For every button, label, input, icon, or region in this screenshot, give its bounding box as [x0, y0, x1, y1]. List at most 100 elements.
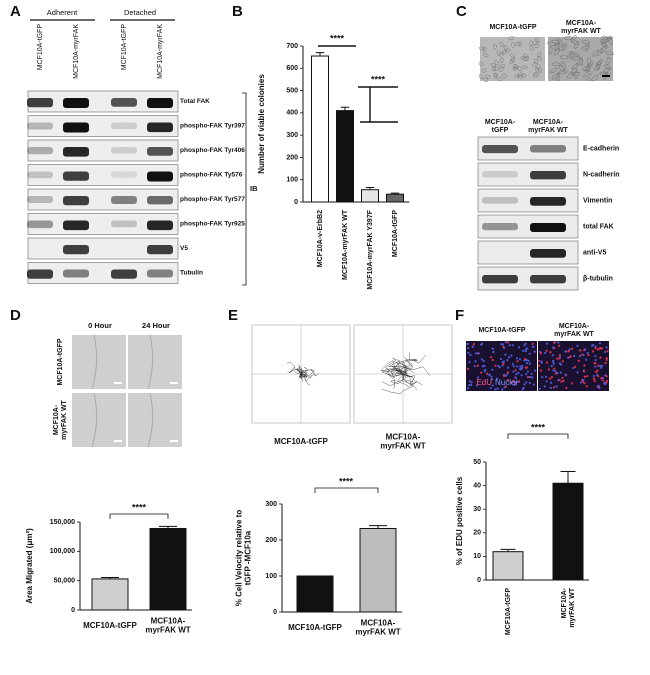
row-label: anti-V5: [583, 249, 606, 256]
nucleus: [549, 386, 552, 389]
nucleus: [489, 356, 493, 359]
nucleus: [604, 350, 607, 354]
row-label: MCF10A-tGFP: [57, 338, 64, 385]
cell: [538, 67, 542, 73]
nucleus: [506, 341, 510, 344]
cell: [529, 40, 533, 46]
nucleus: [500, 343, 503, 346]
y-axis-label: % of EDU positive cells: [455, 476, 464, 565]
y-tick-label: 600: [286, 65, 298, 72]
image-label: MCF10A-myrFAK WT: [561, 20, 601, 35]
cell: [547, 41, 556, 46]
y-axis-label: Number of viable colonies: [257, 74, 266, 174]
lane-label: MCF10A-myrFAK WT: [528, 119, 568, 134]
significance-bracket: [314, 487, 379, 493]
blot-band: [63, 269, 89, 278]
nucleus: [552, 360, 555, 363]
nucleus: [537, 364, 541, 367]
y-tick-label: 400: [286, 110, 298, 117]
nucleus: [489, 386, 492, 390]
trajectory: [381, 373, 414, 387]
cell: [591, 75, 599, 82]
trajectory: [385, 367, 404, 378]
nucleus: [520, 374, 523, 377]
nucleus: [468, 383, 471, 387]
bar: [336, 110, 354, 203]
y-tick-label: 0: [477, 577, 481, 584]
trajectory: [297, 365, 302, 375]
y-tick-label: 150,000: [50, 519, 75, 526]
wound-edge: [91, 392, 98, 448]
nucleus: [528, 381, 532, 385]
nucleus: [468, 380, 471, 383]
row-label: MCF10A-myrFAK WT: [53, 399, 68, 439]
cell: [522, 65, 528, 70]
cell: [483, 77, 489, 83]
nucleus: [509, 381, 513, 384]
bracket-label: IB: [250, 184, 258, 193]
cell: [520, 55, 527, 60]
nucleus: [517, 371, 520, 374]
nucleus: [555, 385, 558, 388]
blot-band: [63, 147, 89, 157]
nucleus: [557, 341, 560, 344]
nucleus: [502, 360, 506, 363]
stain-label: Nuclei: [495, 378, 517, 387]
plot-label: MCF10A-tGFP: [274, 437, 328, 446]
cell: [587, 61, 594, 68]
trajectory: [398, 352, 418, 375]
blot-strip: [477, 266, 579, 291]
significance-bracket: [507, 433, 569, 439]
error-bar: [390, 192, 400, 195]
nucleus: [583, 364, 586, 367]
significance-bracket: [358, 86, 398, 123]
x-tick-label: MCF10A-tGFP: [392, 210, 399, 257]
trajectory: [296, 368, 303, 376]
nucleus: [574, 365, 577, 368]
cell: [586, 63, 591, 73]
cell: [559, 70, 568, 74]
nucleus: [592, 377, 596, 381]
nucleus: [506, 371, 510, 374]
cell: [534, 44, 540, 48]
nucleus: [599, 356, 602, 359]
blot-strip: [477, 240, 579, 265]
nucleus: [582, 353, 585, 356]
micrograph: [480, 37, 545, 81]
bar: [149, 527, 187, 611]
nucleus: [591, 350, 595, 353]
significance-label: ****: [371, 74, 386, 84]
nucleus: [601, 364, 604, 367]
nucleus: [594, 354, 597, 358]
nucleus: [533, 350, 536, 353]
nucleus: [558, 354, 561, 357]
nucleus: [565, 386, 568, 390]
nucleus: [545, 375, 548, 378]
nucleus: [545, 349, 548, 352]
row-label: Tubulin: [180, 270, 203, 277]
x-tick-label: MCF10A-myrFAK WT: [561, 587, 576, 627]
nucleus: [528, 362, 531, 365]
nucleus: [571, 382, 574, 385]
nucleus: [551, 354, 554, 357]
nucleus: [593, 361, 596, 365]
micrograph: [72, 393, 126, 447]
panel-label: B: [232, 3, 243, 20]
cell: [551, 39, 560, 44]
blot-band: [147, 122, 173, 133]
scale-bar: [114, 440, 122, 442]
blot-band: [111, 98, 137, 107]
cell: [485, 74, 491, 79]
nucleus: [596, 348, 599, 351]
nucleus: [531, 376, 534, 379]
y-tick-label: 0: [273, 609, 277, 616]
nucleus: [603, 381, 606, 384]
nucleus: [573, 354, 576, 358]
y-axis-label: Area Migrated (μm²): [25, 528, 34, 604]
x-tick-label: MCF10A-tGFP: [83, 621, 137, 630]
cell: [482, 67, 487, 73]
y-tick-label: 300: [265, 501, 277, 508]
nucleus: [549, 350, 552, 354]
nucleus: [480, 358, 484, 361]
nucleus: [466, 342, 470, 346]
